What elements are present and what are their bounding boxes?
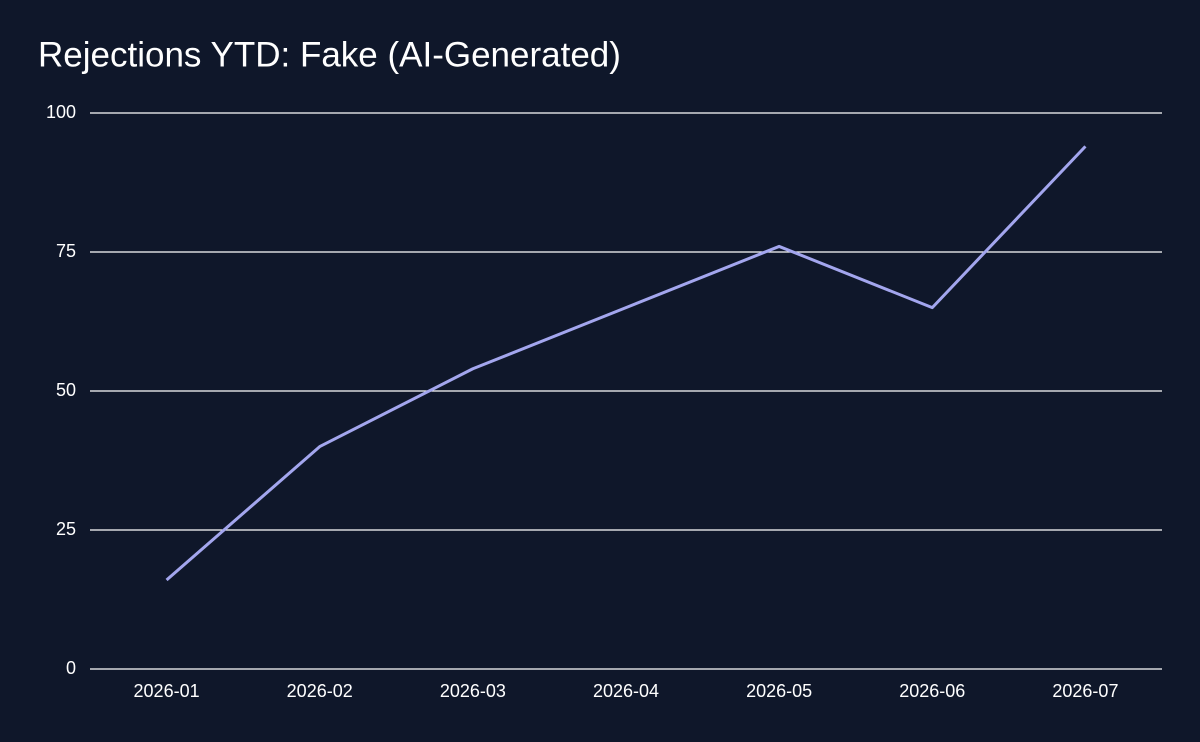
data-line [165,145,1087,582]
y-tick-label: 100 [46,102,76,122]
x-tick-label: 2026-01 [134,681,200,701]
y-tick-label: 75 [56,241,76,261]
x-tick-label: 2026-02 [287,681,353,701]
chart-title: Rejections YTD: Fake (AI-Generated) [38,35,621,74]
x-tick-label: 2026-07 [1052,681,1118,701]
y-tick-label: 25 [56,519,76,539]
y-tick-label: 50 [56,380,76,400]
x-tick-label: 2026-05 [746,681,812,701]
x-tick-label: 2026-06 [899,681,965,701]
x-tick-label: 2026-04 [593,681,659,701]
x-tick-label: 2026-03 [440,681,506,701]
y-tick-label: 0 [66,658,76,678]
